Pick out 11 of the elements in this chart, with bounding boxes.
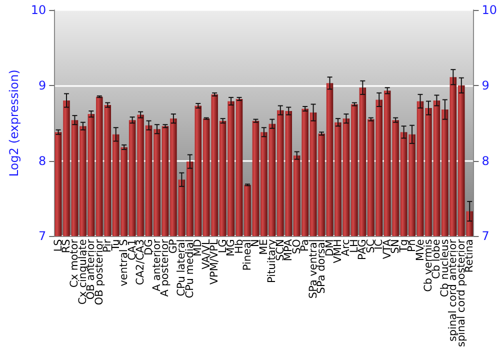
y2-tick-label: 9 — [482, 78, 490, 92]
y-tick-label: 7 — [38, 229, 46, 244]
y2-tick-label: 7 — [482, 229, 490, 244]
y-tick-label: 10 — [30, 3, 46, 17]
y-axis-title: Log2 (expression) — [7, 70, 21, 177]
x-tick-label: Pituitary — [266, 239, 278, 283]
y-tick-label: 8 — [38, 154, 46, 168]
x-tick-label: Retina — [464, 239, 476, 273]
y2-tick-label: 10 — [482, 3, 498, 17]
y-tick-label: 9 — [38, 78, 46, 92]
y2-tick-label: 8 — [482, 154, 490, 168]
